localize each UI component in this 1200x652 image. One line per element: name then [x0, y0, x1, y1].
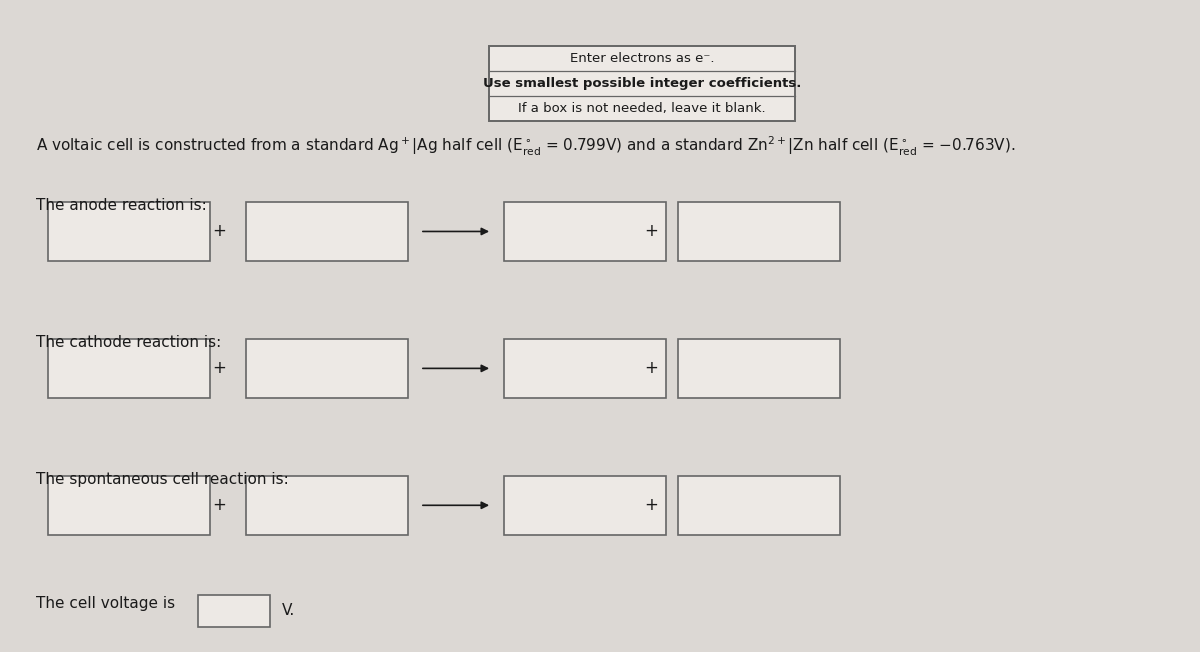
Text: V.: V. — [282, 603, 295, 619]
Text: +: + — [212, 359, 227, 378]
Text: If a box is not needed, leave it blank.: If a box is not needed, leave it blank. — [518, 102, 766, 115]
Bar — [198, 595, 270, 627]
Bar — [246, 202, 408, 261]
Text: +: + — [212, 496, 227, 514]
Bar — [504, 476, 666, 535]
Bar — [48, 339, 210, 398]
Bar — [678, 202, 840, 261]
Text: +: + — [644, 222, 659, 241]
Text: A voltaic cell is constructed from a standard Ag$^+$|Ag half cell (E$^\circ_{\rm: A voltaic cell is constructed from a sta… — [36, 135, 1015, 158]
Bar — [48, 202, 210, 261]
Text: +: + — [212, 222, 227, 241]
Bar — [678, 339, 840, 398]
Text: The cell voltage is: The cell voltage is — [36, 595, 175, 611]
Text: Use smallest possible integer coefficients.: Use smallest possible integer coefficien… — [482, 77, 802, 89]
Bar — [246, 339, 408, 398]
Bar — [246, 476, 408, 535]
Text: +: + — [644, 496, 659, 514]
Text: The cathode reaction is:: The cathode reaction is: — [36, 334, 221, 350]
Text: Enter electrons as e⁻.: Enter electrons as e⁻. — [570, 52, 714, 65]
Bar — [504, 202, 666, 261]
Text: +: + — [644, 359, 659, 378]
Bar — [678, 476, 840, 535]
Text: The anode reaction is:: The anode reaction is: — [36, 198, 206, 213]
Bar — [48, 476, 210, 535]
Bar — [490, 46, 796, 121]
Bar — [504, 339, 666, 398]
Text: The spontaneous cell reaction is:: The spontaneous cell reaction is: — [36, 471, 289, 487]
